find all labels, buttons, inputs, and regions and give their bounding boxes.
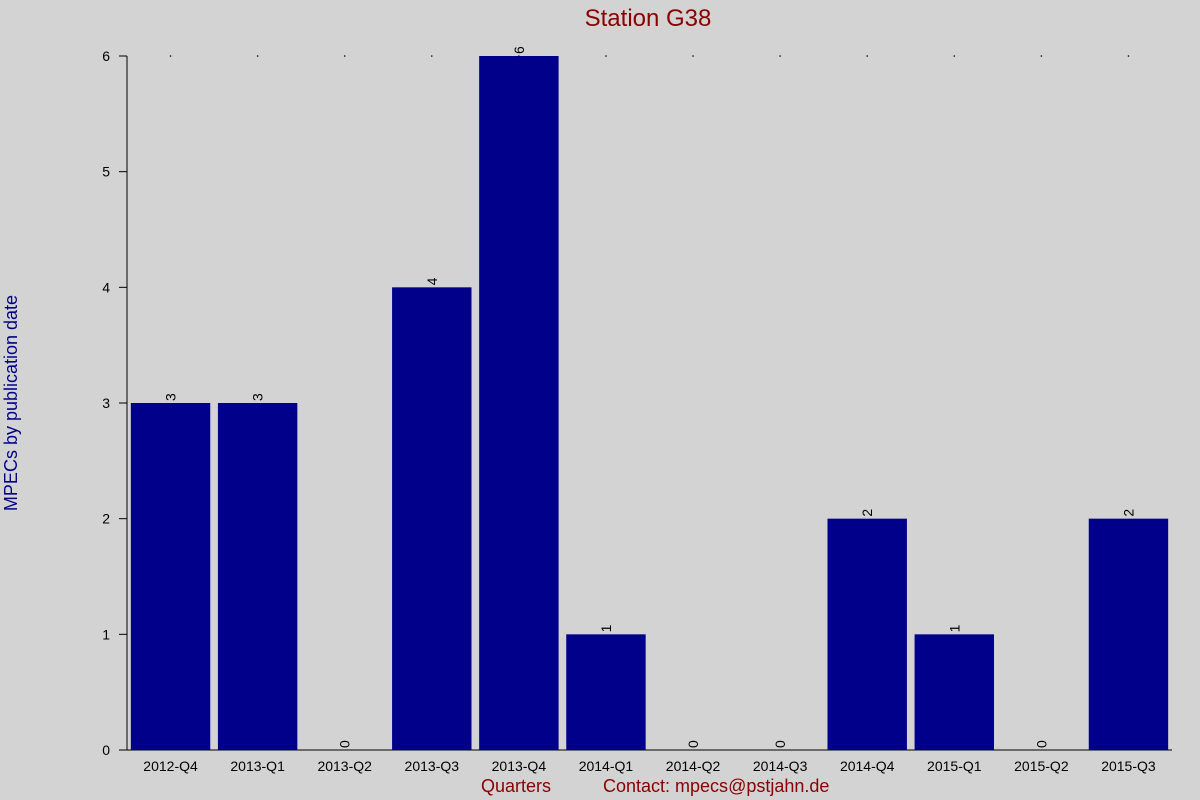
top-dot	[1127, 55, 1130, 57]
top-dot	[779, 55, 781, 57]
data-label: 0	[337, 740, 353, 748]
data-label: 4	[424, 277, 440, 285]
top-dot	[343, 55, 346, 57]
at-sign-icon: @	[728, 776, 746, 796]
contact-text-prefix: Contact: mpecs	[603, 776, 728, 796]
contact-text: Contact: mpecs@pstjahn.de	[603, 776, 829, 796]
x-tick-label: 2014-Q3	[753, 758, 808, 774]
y-ticks: 0 1 2 3 4 5 6	[102, 48, 127, 758]
top-dot	[518, 55, 520, 57]
x-tick-label: 2014-Q2	[666, 758, 721, 774]
data-label: 0	[1033, 740, 1049, 748]
y-tick-label: 6	[102, 48, 110, 64]
x-ticks: 2012-Q4 2013-Q1 2013-Q2 2013-Q3 2013-Q4 2014-…	[143, 758, 1156, 774]
x-tick-label: 2015-Q1	[927, 758, 982, 774]
x-tick-label: 2013-Q2	[317, 758, 372, 774]
x-tick-label: 2014-Q4	[840, 758, 895, 774]
data-label: 1	[946, 624, 962, 632]
data-label: 1	[598, 624, 614, 632]
x-tick-label: 2012-Q4	[143, 758, 198, 774]
data-label: 2	[1120, 509, 1136, 517]
x-tick-label: 2015-Q2	[1014, 758, 1069, 774]
chart-title: Station G38	[585, 5, 712, 32]
top-dot	[1040, 55, 1043, 57]
top-dot	[605, 55, 607, 57]
bar	[566, 634, 646, 750]
x-tick-label: 2013-Q1	[230, 758, 285, 774]
data-label: 0	[685, 740, 701, 748]
data-label: 0	[772, 740, 788, 748]
bar	[1088, 518, 1169, 750]
y-axis-label: MPECs by publication date	[1, 295, 21, 511]
bars	[130, 56, 1169, 750]
top-dot	[169, 55, 172, 57]
bar	[392, 287, 472, 750]
y-tick-label: 3	[102, 395, 110, 411]
y-tick-label: 5	[102, 164, 110, 180]
contact-text-suffix: pstjahn.de	[746, 776, 829, 796]
top-dot	[430, 55, 433, 57]
y-tick-label: 4	[102, 279, 110, 295]
bar	[217, 403, 298, 750]
x-tick-label: 2013-Q3	[405, 758, 460, 774]
bar	[479, 56, 559, 750]
data-labels: 3 3 0 4 6 1 0 0 2 1 0 2	[163, 46, 1137, 748]
data-label: 6	[511, 46, 527, 54]
x-tick-label: 2014-Q1	[579, 758, 634, 774]
bar	[130, 403, 211, 750]
top-dot	[692, 55, 694, 57]
x-axis-label: Quarters	[481, 776, 551, 796]
y-tick-label: 2	[102, 511, 110, 527]
y-tick-label: 0	[102, 742, 110, 758]
top-dot	[256, 55, 259, 57]
top-dot	[953, 55, 956, 57]
data-label: 2	[859, 509, 875, 517]
top-dot	[866, 55, 869, 57]
x-tick-label: 2015-Q3	[1101, 758, 1156, 774]
top-dots	[169, 55, 1130, 57]
bar	[914, 634, 995, 750]
data-label: 3	[163, 393, 179, 401]
x-tick-label: 2013-Q4	[492, 758, 547, 774]
bar	[827, 518, 907, 750]
y-tick-label: 1	[102, 626, 110, 642]
data-label: 3	[250, 393, 266, 401]
